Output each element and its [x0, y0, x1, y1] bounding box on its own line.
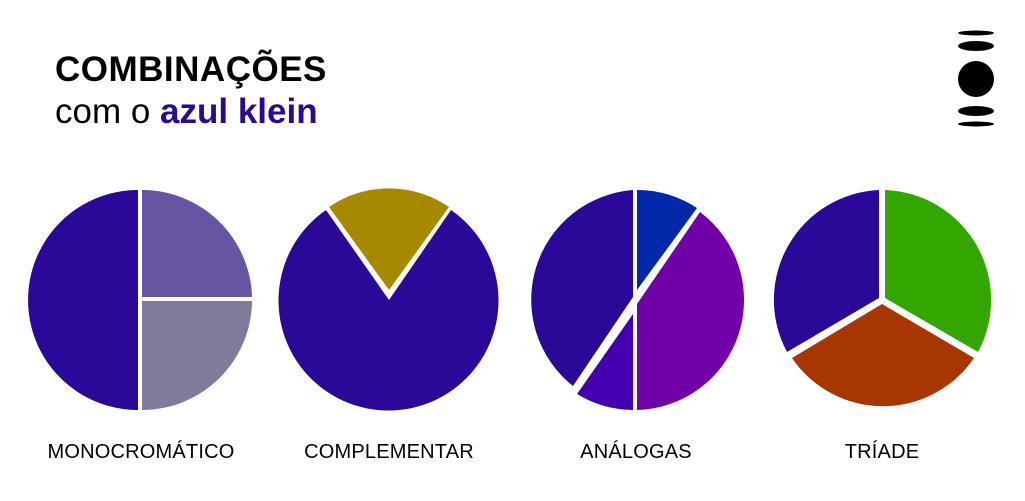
logo-disc-top [958, 30, 994, 36]
wheel-mono-segment-blue [28, 190, 138, 410]
logo-disc-upper [958, 41, 994, 51]
wheel-anal-segment-indigo [577, 314, 633, 410]
wheel-tri-segment-green [885, 190, 992, 352]
wheel-complementar [278, 188, 499, 411]
scheme-label-analogas: ANÁLOGAS [580, 441, 692, 463]
logo-disc-lower [958, 106, 994, 116]
wheel-anal-segment-purple [637, 212, 745, 410]
wheel-tri-segment-rust [792, 304, 974, 407]
wheel-comp-segment-gold [329, 188, 449, 290]
subtitle-prefix: com o [55, 92, 151, 131]
page-title: COMBINAÇÕES [55, 50, 327, 89]
wheel-anal-segment-blue [531, 190, 633, 386]
logo-disc-center [958, 61, 994, 97]
wheel-anal-segment-cobalt [637, 190, 697, 290]
color-wheels [28, 188, 992, 411]
wheel-tri-segment-blue [773, 190, 879, 352]
scheme-label-complementar: COMPLEMENTAR [304, 441, 474, 463]
header: COMBINAÇÕES com o azul klein [55, 50, 327, 134]
stacked-discs-logo-icon [958, 30, 994, 127]
scheme-label-triade: TRÍADE [844, 441, 920, 463]
wheel-analogas [531, 190, 745, 410]
page-subtitle: com o azul klein [55, 90, 327, 134]
scheme-label-monocromatico: MONOCROMÁTICO [47, 441, 235, 463]
wheel-comp-segment-blue [278, 210, 499, 411]
wheel-mono-segment-violet [142, 190, 252, 297]
logo-disc-bottom [958, 121, 994, 127]
wheel-monocromatico [28, 190, 252, 410]
subtitle-accent: azul klein [160, 92, 318, 131]
wheel-mono-segment-gray [142, 301, 252, 410]
wheel-triade [773, 190, 992, 407]
